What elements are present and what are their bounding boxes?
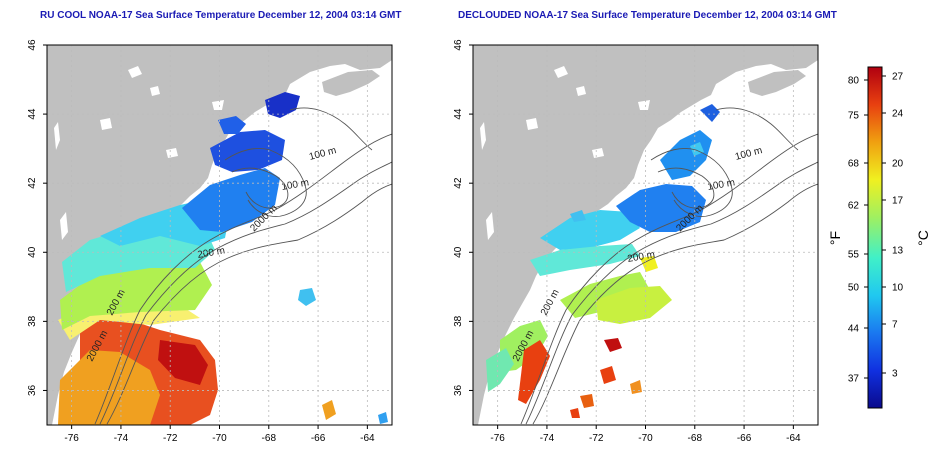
celsius-tick-label: 27 [892, 72, 904, 83]
raw-sst-map: 100 m 100 m 200 m 200 m 2000 m 2000 m -7… [27, 39, 393, 444]
celsius-tick-label: 10 [892, 283, 904, 294]
lat-tick-label: 42 [27, 177, 38, 189]
contour-label-100m-b: 100 m [707, 177, 736, 193]
celsius-tick-label: 20 [892, 159, 904, 170]
bathymetry-contours [94, 107, 392, 425]
lat-tick-label: 44 [453, 108, 464, 120]
fahrenheit-tick-label: 37 [848, 374, 860, 385]
lat-tick-label: 46 [27, 39, 38, 51]
map-grid [47, 45, 392, 425]
cape-breton [748, 70, 806, 96]
lat-tick-label: 36 [453, 384, 464, 396]
fahrenheit-label: °F [827, 231, 843, 245]
fahrenheit-tick-label: 80 [848, 76, 860, 87]
lon-tick-label: -70 [212, 433, 227, 444]
lon-tick-label: -70 [638, 433, 653, 444]
fahrenheit-tick-label: 50 [848, 283, 860, 294]
contour-label-200m-a: 200 m [197, 245, 226, 261]
lon-tick-label: -66 [737, 433, 752, 444]
lat-tick-label: 42 [453, 177, 464, 189]
contour-label-100m-b: 100 m [281, 177, 310, 193]
lon-tick-label: -76 [64, 433, 79, 444]
sst-green-band [60, 262, 212, 330]
land-mass [473, 45, 818, 425]
lon-tick-label: -76 [490, 433, 505, 444]
land-mass [47, 45, 392, 425]
sst-blue-gom [182, 168, 280, 232]
fahrenheit-tick-label: 44 [848, 324, 860, 335]
lat-tick-label: 40 [453, 246, 464, 258]
lon-tick-label: -68 [262, 433, 277, 444]
lon-tick-label: -74 [114, 433, 129, 444]
bathymetry-contours [520, 107, 818, 425]
fahrenheit-tick-label: 75 [848, 111, 860, 122]
fahrenheit-ticks: 80 75 68 62 55 50 44 37 [848, 76, 868, 385]
lon-tick-label: -64 [786, 433, 801, 444]
lat-tick-label: 38 [453, 315, 464, 327]
fahrenheit-tick-label: 68 [848, 159, 860, 170]
declouded-sst-map: 100 m 100 m 200 m 200 m 2000 m 2000 m -7… [453, 39, 819, 444]
raw-map-title: RU COOL NOAA-17 Sea Surface Temperature … [40, 10, 402, 21]
lon-tick-label: -66 [311, 433, 326, 444]
colorbar: 80 75 68 62 55 50 44 37 27 24 20 17 13 10 7 3 °F °C [827, 66, 931, 409]
celsius-tick-label: 13 [892, 246, 904, 257]
lon-tick-label: -72 [589, 433, 604, 444]
celsius-tick-label: 7 [892, 320, 898, 331]
celsius-tick-label: 3 [892, 369, 898, 380]
map-grid [473, 45, 818, 425]
axis-ticks: -76 -74 -72 -70 -68 -66 -64 36 38 40 42 44 46 [453, 39, 801, 444]
lon-tick-label: -72 [163, 433, 178, 444]
lat-tick-label: 44 [27, 108, 38, 120]
lat-tick-label: 38 [27, 315, 38, 327]
celsius-ticks: 27 24 20 17 13 10 7 3 [882, 72, 904, 380]
contour-label-200m-a: 200 m [627, 249, 656, 265]
fahrenheit-tick-label: 62 [848, 201, 860, 212]
axis-ticks: -76 -74 -72 -70 -68 -66 -64 36 38 40 42 44 46 [27, 39, 375, 444]
lon-tick-label: -74 [540, 433, 555, 444]
celsius-tick-label: 17 [892, 196, 904, 207]
lat-tick-label: 40 [27, 246, 38, 258]
lat-tick-label: 36 [27, 384, 38, 396]
celsius-label: °C [915, 230, 931, 246]
colorbar-gradient [867, 66, 883, 409]
cape-breton [322, 70, 380, 96]
lon-tick-label: -64 [360, 433, 375, 444]
declouded-map-title: DECLOUDED NOAA-17 Sea Surface Temperatur… [458, 10, 837, 21]
celsius-tick-label: 24 [892, 109, 904, 120]
lon-tick-label: -68 [688, 433, 703, 444]
lat-tick-label: 46 [453, 39, 464, 51]
fahrenheit-tick-label: 55 [848, 250, 860, 261]
